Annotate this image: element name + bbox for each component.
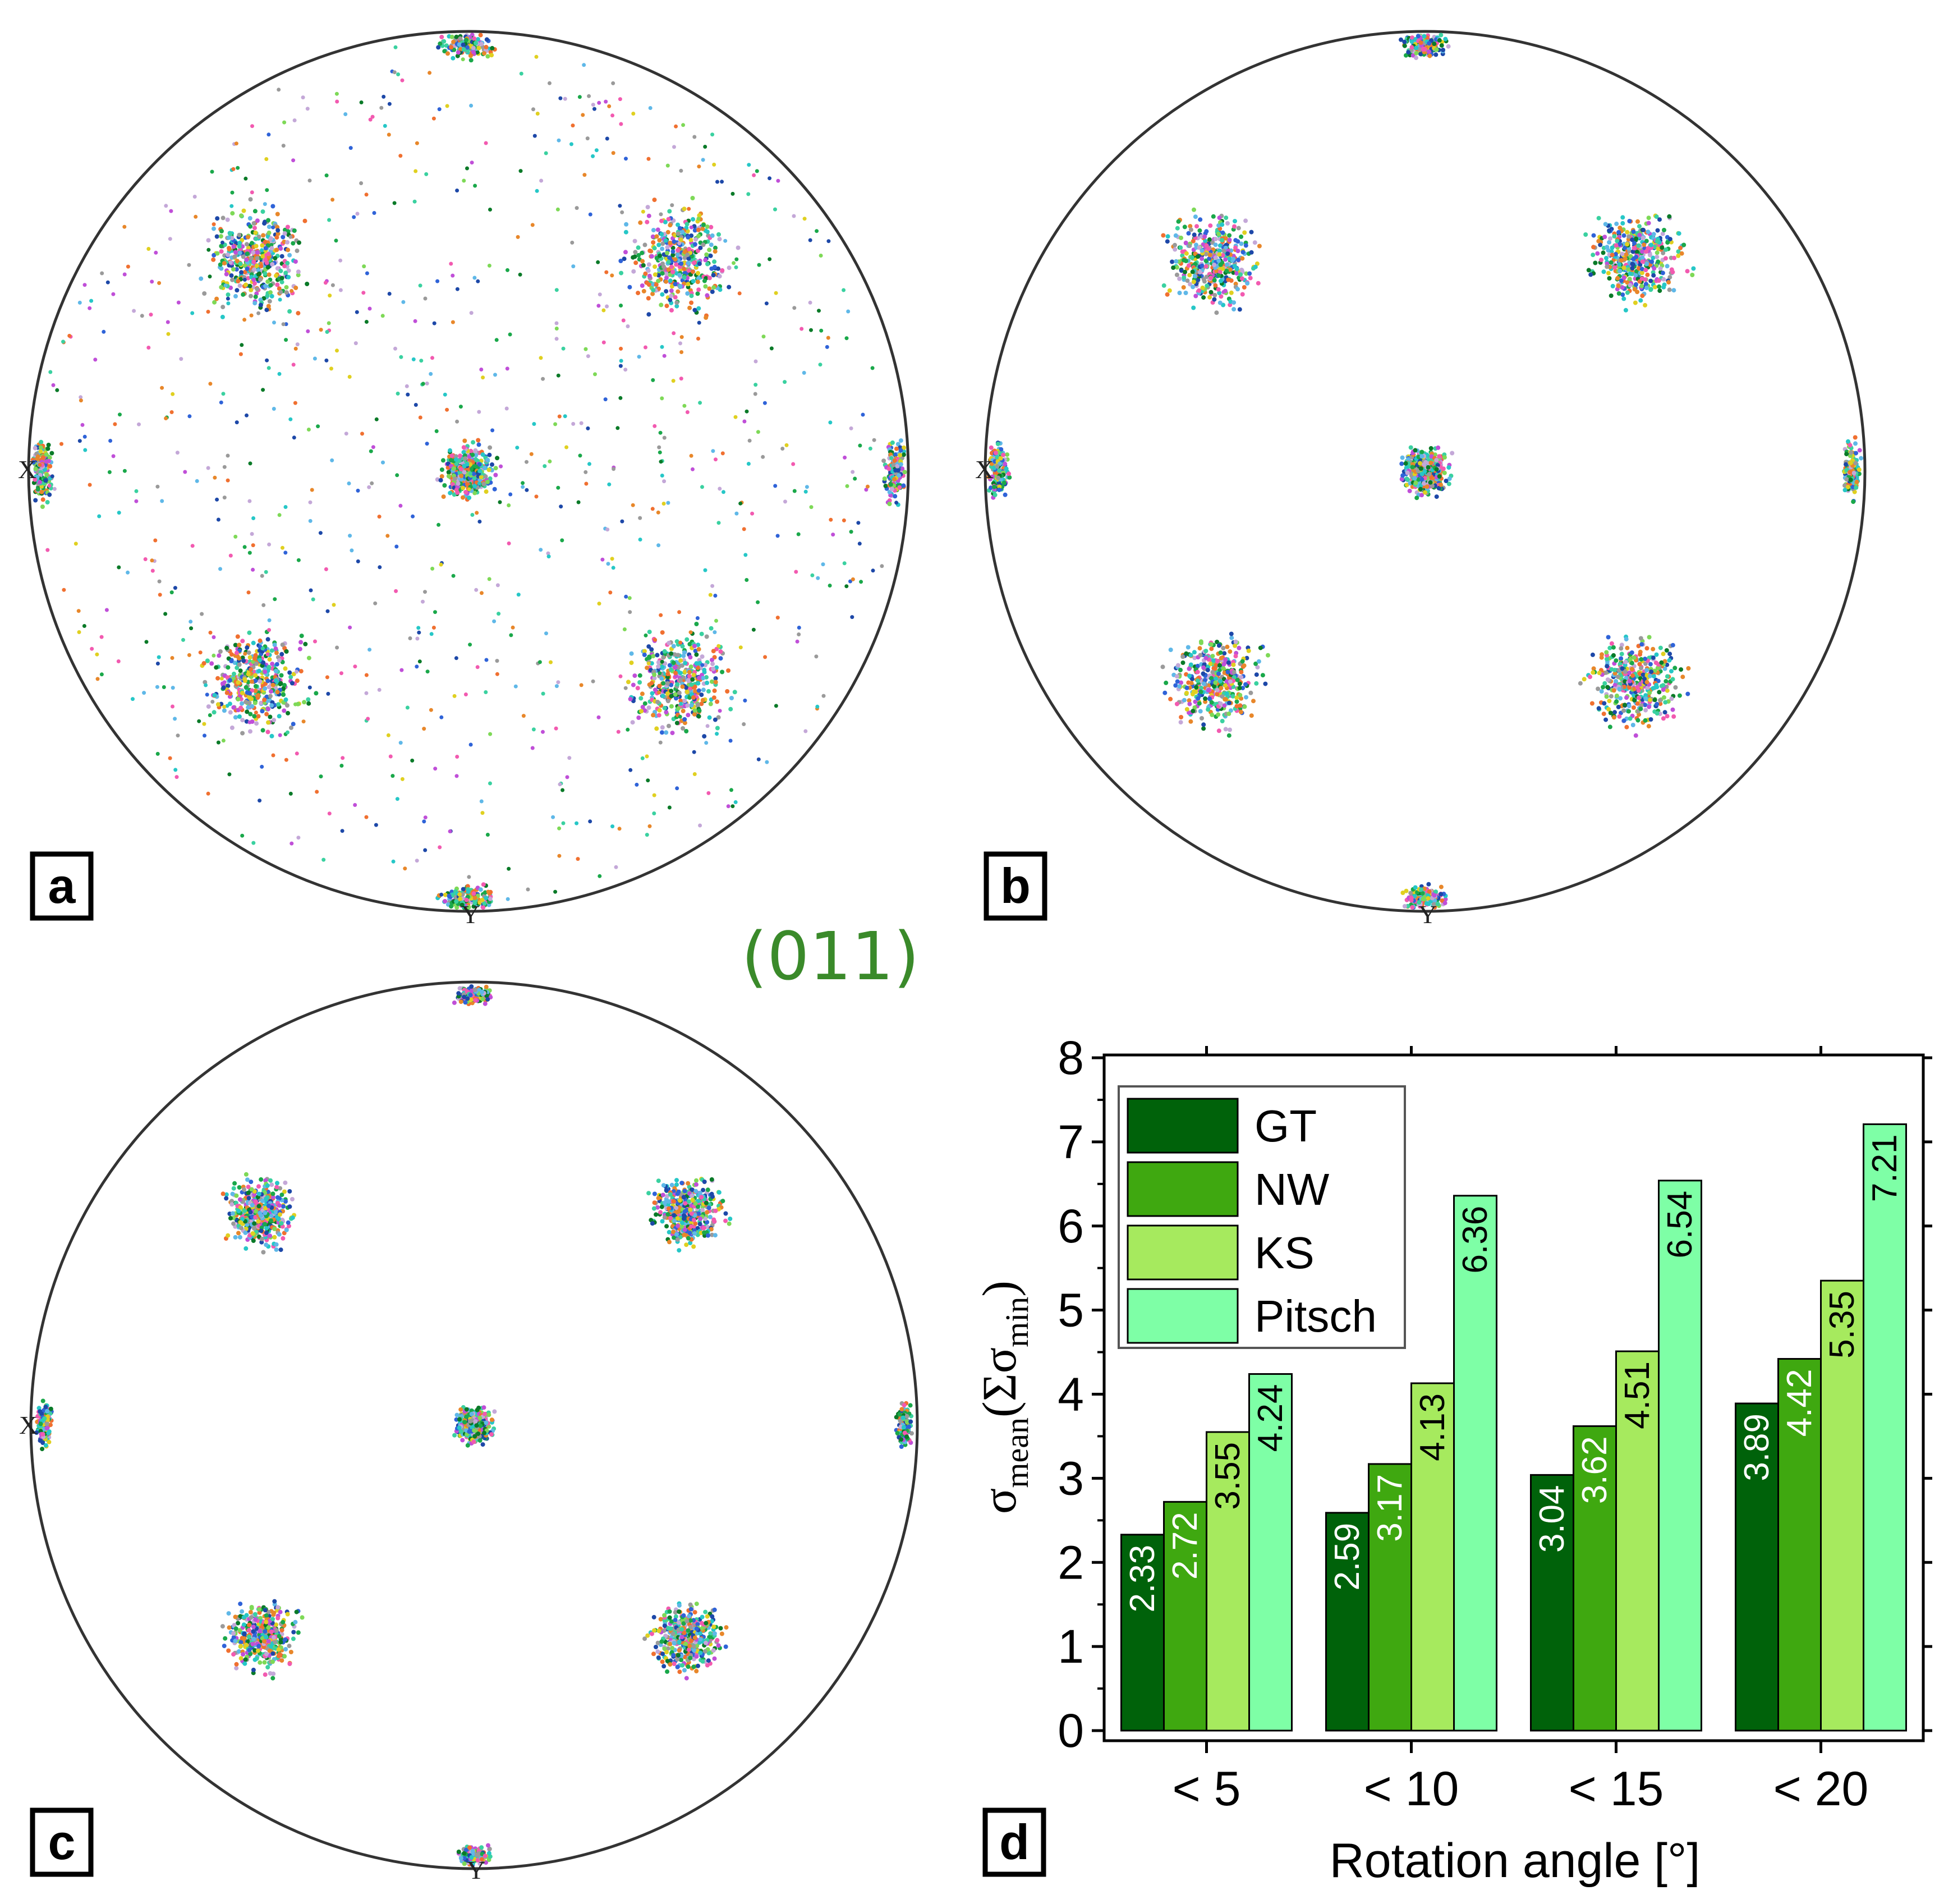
bar-pitsch-2 [1453,1195,1497,1732]
legend-items: GT NW KS Pitsch [1127,1098,1377,1344]
panel-letter-c-box: c [30,1807,94,1877]
pole-figure-c-points [34,984,914,1868]
x-tick-label: < 15 [1569,1762,1664,1816]
bar-value-label: 3.55 [1208,1442,1247,1510]
bar-value-label: 4.51 [1618,1361,1657,1429]
pole-figure-b-y-label: Y [1418,900,1437,929]
bar-value-label: 3.89 [1738,1414,1776,1481]
bar-value-label: 3.04 [1533,1485,1571,1553]
bar-value-label: 6.36 [1456,1206,1495,1274]
legend-swatch-pitsch [1127,1288,1239,1344]
bar-nw-1 [1163,1501,1207,1732]
bar-gt-4 [1735,1402,1779,1732]
bar-value-label: 4.13 [1413,1393,1452,1461]
bar-value-label: 3.17 [1371,1474,1409,1542]
y-tick-label: 3 [1058,1452,1084,1504]
x-axis-label: Rotation angle [°] [1330,1834,1701,1888]
bar-pitsch-4 [1863,1123,1907,1732]
bar-chart: 0 1 2 3 4 5 6 7 8 2.33 2.723.554.24 2.593.174.13 6.… [972,1031,1932,1888]
pole-figure-b-points [986,33,1864,910]
panel-letter-a-box: a [30,851,94,921]
bar-nw-2 [1368,1463,1412,1732]
y-tick-label: 8 [1058,1031,1084,1084]
bar-value-label: 2.33 [1123,1545,1162,1613]
panel-letter-c: c [48,1814,76,1870]
legend-label-nw: NW [1254,1164,1330,1214]
crystal-plane-label: (011) [741,917,919,995]
pole-figure-a-points [30,33,907,911]
x-axis: < 5 < 10 < 15 < 20 [1173,1046,1869,1816]
bar-ks-2 [1410,1382,1455,1732]
bar-gt-3 [1530,1474,1574,1732]
pole-figure-b-x-label: X [975,455,994,484]
legend-label-gt: GT [1254,1101,1317,1151]
y-tick-label: 0 [1058,1704,1084,1757]
plot-frame [1102,1053,1925,1742]
bar-nw-4 [1777,1358,1822,1732]
legend-label-pitsch: Pitsch [1254,1291,1377,1341]
pole-figure-a-y-label: Y [461,900,480,929]
panel-letter-b-box: b [984,851,1047,921]
panel-letter-d: d [999,1814,1030,1870]
legend-swatch-ks [1127,1224,1239,1281]
legend-label-ks: KS [1254,1228,1315,1278]
bar-pitsch-3 [1658,1180,1702,1732]
bar-nw-3 [1573,1425,1617,1732]
pole-figure-a-x-label: X [18,455,36,484]
pole-figure-c-y-label: Y [467,1856,485,1884]
y-tick-label: 7 [1058,1116,1084,1168]
bar-ks-1 [1206,1431,1250,1732]
bar-value-label: 7.21 [1865,1134,1904,1202]
y-axis: 0 1 2 3 4 5 6 7 8 [1058,1031,1932,1757]
panel-letter-b: b [1000,858,1031,914]
bars: 2.33 2.723.554.24 2.593.174.13 6.36 3.043.62… [1120,1123,1907,1732]
x-tick-label: < 10 [1364,1762,1459,1816]
bar-value-label: 6.54 [1661,1191,1699,1259]
panel-letter-d-box: d [982,1807,1046,1877]
y-tick-label: 6 [1058,1200,1084,1252]
bar-value-label: 2.72 [1166,1512,1205,1580]
x-tick-label: < 5 [1173,1762,1241,1816]
bar-value-label: 4.24 [1251,1384,1290,1452]
legend-swatch-nw [1127,1161,1239,1217]
legend-swatch-gt [1127,1098,1239,1154]
bar-value-label: 4.42 [1780,1369,1819,1437]
y-tick-label: 2 [1058,1536,1084,1589]
pole-figure-c-x-label: X [19,1411,38,1439]
panel-letter-a: a [48,858,76,914]
y-tick-label: 5 [1058,1284,1084,1337]
pole-figure-c: X Y [19,980,919,1884]
bar-value-label: 2.59 [1328,1523,1367,1591]
y-axis-label: σmean(Σσmin) [972,1281,1035,1514]
bar-value-label: 3.62 [1575,1436,1614,1504]
x-tick-label: < 20 [1773,1762,1869,1816]
pole-figure-b: X Y [975,30,1867,929]
bar-pitsch-1 [1248,1373,1293,1732]
bar-ks-4 [1820,1279,1864,1732]
y-tick-label: 4 [1058,1368,1084,1421]
legend: GT NW KS Pitsch [1118,1085,1406,1349]
bar-gt-2 [1325,1512,1370,1732]
bar-gt-1 [1120,1534,1165,1732]
y-tick-label: 1 [1058,1620,1084,1673]
bar-value-label: 5.35 [1823,1291,1862,1359]
pole-figure-a: X Y [18,30,910,929]
